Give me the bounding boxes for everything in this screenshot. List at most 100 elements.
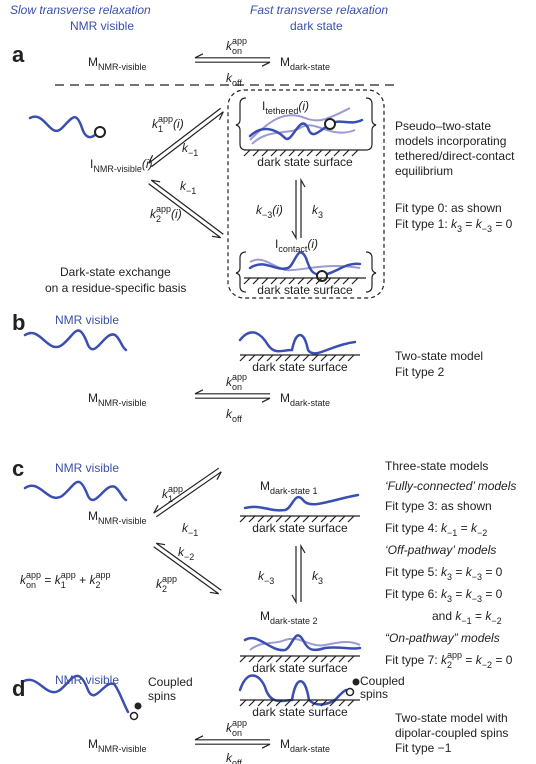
hatch xyxy=(266,699,274,707)
hatch xyxy=(293,354,301,362)
label: konapp xyxy=(226,718,247,738)
label: k−1 xyxy=(180,179,196,196)
label: MNMR-visible xyxy=(88,737,147,754)
label-part: k xyxy=(455,609,462,623)
label-part: k xyxy=(89,573,96,587)
label: tethered/direct-contact xyxy=(395,149,515,163)
arrow xyxy=(155,542,222,591)
hatch xyxy=(239,515,247,523)
label: k2app(i) xyxy=(150,204,182,224)
label: spins xyxy=(148,689,176,703)
label: Pseudo–two-state xyxy=(395,119,491,133)
label-part: k xyxy=(441,653,448,667)
label-part: on xyxy=(26,580,36,590)
label-part: M xyxy=(88,509,98,523)
hatch xyxy=(311,515,319,523)
label-part: I xyxy=(275,237,278,251)
label: koff xyxy=(226,407,242,424)
protein-wave xyxy=(28,115,98,139)
arrow xyxy=(155,471,222,518)
label: Icontact(i) xyxy=(275,237,318,254)
hatch xyxy=(315,149,323,157)
label-part: −3 xyxy=(264,576,274,586)
label: k3 xyxy=(312,569,323,586)
protein-wave xyxy=(238,331,357,355)
label-part: 2 xyxy=(95,580,100,590)
spin xyxy=(134,702,142,710)
hatch xyxy=(338,354,346,362)
hatch xyxy=(333,149,341,157)
label: Mdark-state xyxy=(280,55,330,72)
hatch xyxy=(302,655,310,663)
hatch xyxy=(297,277,305,285)
label: NMR visible xyxy=(55,313,119,327)
label-part: −1 xyxy=(461,616,471,626)
label-part: k xyxy=(441,587,448,601)
label: konapp xyxy=(226,372,247,392)
hatch xyxy=(284,699,292,707)
hatch xyxy=(297,149,305,157)
label: Fit type 6: k3 = k−3 = 0 xyxy=(385,587,503,604)
label-part: −1 xyxy=(188,148,198,158)
hatch xyxy=(306,277,314,285)
arrow xyxy=(195,61,271,67)
protein-wave xyxy=(238,674,348,706)
label-part: off xyxy=(232,78,242,88)
protein-wave xyxy=(248,251,362,277)
hatch xyxy=(275,354,283,362)
hatch xyxy=(347,354,355,362)
label: Fit type −1 xyxy=(395,741,452,755)
label-part: contact xyxy=(278,244,308,254)
hatch xyxy=(248,699,256,707)
label-part: k xyxy=(226,751,233,764)
label-part: −2 xyxy=(482,660,492,670)
label: NMR visible xyxy=(55,673,119,687)
label-part: k xyxy=(152,117,159,131)
label: koff xyxy=(226,751,242,764)
hatch xyxy=(342,277,350,285)
label-part: k xyxy=(226,407,233,421)
hatch xyxy=(320,699,328,707)
hatch xyxy=(288,277,296,285)
label: k2app xyxy=(156,574,177,594)
hatch xyxy=(320,655,328,663)
label-part: dark-state 1 xyxy=(270,486,318,496)
label-part: on xyxy=(232,46,242,56)
spin xyxy=(129,711,139,721)
label: spins xyxy=(360,687,388,701)
label-part: 3 xyxy=(447,594,452,604)
label-part: k xyxy=(150,207,157,221)
label: dark state xyxy=(290,19,343,33)
label-part: NMR-visible xyxy=(98,516,147,526)
hatch xyxy=(266,354,274,362)
label: Two-state model with xyxy=(395,711,508,725)
label-part: = xyxy=(41,573,55,587)
hatch xyxy=(338,699,346,707)
label: Mdark-state xyxy=(280,391,330,408)
label-part: app xyxy=(232,718,247,728)
label-part: −2 xyxy=(477,528,487,538)
label: dark state surface xyxy=(257,155,353,169)
label: Fit type 7: k2app = k−2 = 0 xyxy=(385,650,513,670)
label-part: (i) xyxy=(307,237,318,251)
arrow xyxy=(300,177,306,238)
hatch xyxy=(315,277,323,285)
hatch xyxy=(320,515,328,523)
label-part: = xyxy=(472,609,486,623)
brace xyxy=(235,97,247,151)
hatch xyxy=(248,354,256,362)
label-part: Fit type 1: xyxy=(395,217,451,231)
hatch xyxy=(302,515,310,523)
label: dark state surface xyxy=(252,360,348,374)
label: k1app(i) xyxy=(152,114,184,134)
hatch xyxy=(284,354,292,362)
protein-wave xyxy=(249,107,351,141)
label: Fast transverse relaxation xyxy=(250,3,388,17)
label-part: k xyxy=(466,565,473,579)
label-part: k xyxy=(312,569,319,583)
hatch xyxy=(320,354,328,362)
label-part: k xyxy=(471,521,478,535)
hatch xyxy=(311,699,319,707)
label: k−2 xyxy=(178,545,194,562)
